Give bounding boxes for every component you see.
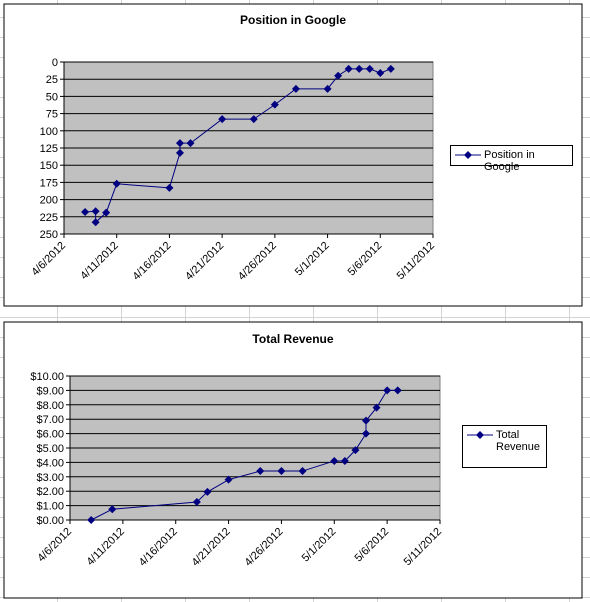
data-point — [362, 416, 370, 425]
data-point — [203, 487, 212, 496]
data-point — [175, 139, 184, 148]
legend: Total Revenue — [462, 425, 547, 468]
data-point — [102, 208, 111, 217]
data-point — [362, 429, 370, 438]
y-tick-label: 225 — [40, 212, 58, 224]
y-tick-label: $5.00 — [36, 443, 64, 455]
data-point — [91, 218, 100, 227]
y-tick-label: $10.00 — [30, 371, 64, 383]
data-point — [344, 64, 353, 73]
y-tick-label: 250 — [40, 229, 58, 241]
chart-title: Total Revenue — [252, 332, 333, 346]
y-tick-label: $2.00 — [36, 486, 64, 498]
data-point — [376, 69, 385, 78]
data-point — [91, 207, 100, 216]
data-point — [355, 64, 364, 73]
data-point — [108, 505, 117, 514]
data-point — [175, 148, 184, 157]
legend-label: Position in Google — [484, 149, 535, 173]
legend-swatch — [455, 151, 481, 159]
y-tick-label: $9.00 — [36, 385, 64, 397]
legend-marker — [464, 151, 472, 159]
data-point — [256, 467, 265, 476]
data-point — [277, 467, 286, 476]
data-point — [112, 179, 121, 188]
y-tick-label: $4.00 — [36, 457, 64, 469]
y-tick-label: 50 — [46, 91, 58, 103]
data-point — [323, 84, 332, 93]
chart-title: Position in Google — [240, 13, 346, 27]
data-point — [291, 84, 300, 93]
legend: Position in Google — [450, 145, 573, 173]
data-point — [218, 115, 227, 124]
y-tick-label: 75 — [46, 109, 58, 121]
y-tick-label: $3.00 — [36, 472, 64, 484]
data-point — [372, 403, 381, 412]
data-point — [165, 183, 174, 192]
data-point — [81, 207, 90, 216]
data-point — [224, 475, 233, 484]
y-tick-label: 100 — [40, 126, 58, 138]
y-tick-label: 200 — [40, 195, 58, 207]
y-tick-label: $8.00 — [36, 400, 64, 412]
data-point — [87, 516, 96, 524]
legend-swatch — [467, 431, 493, 439]
legend-marker — [476, 431, 484, 439]
data-point — [340, 456, 349, 465]
data-point — [330, 456, 339, 465]
y-tick-label: 150 — [40, 160, 58, 172]
data-point — [192, 498, 201, 506]
data-point — [365, 64, 374, 73]
data-point — [270, 100, 279, 109]
data-point — [298, 467, 307, 476]
series-line — [90, 389, 398, 521]
data-point — [186, 139, 195, 148]
data-point — [351, 446, 360, 455]
y-tick-label: 125 — [40, 143, 58, 155]
y-tick-label: $6.00 — [36, 429, 64, 441]
legend-label: Total Revenue — [496, 429, 541, 453]
y-tick-label: $7.00 — [36, 414, 64, 426]
y-tick-label: 0 — [52, 57, 58, 69]
y-tick-label: 175 — [40, 177, 58, 189]
data-point — [249, 115, 258, 124]
y-tick-label: $0.00 — [36, 515, 64, 527]
y-tick-label: 25 — [46, 74, 58, 86]
y-tick-label: $1.00 — [36, 501, 64, 513]
data-point — [393, 386, 402, 395]
data-point — [386, 64, 395, 73]
data-point — [383, 386, 392, 395]
data-point — [334, 71, 343, 80]
